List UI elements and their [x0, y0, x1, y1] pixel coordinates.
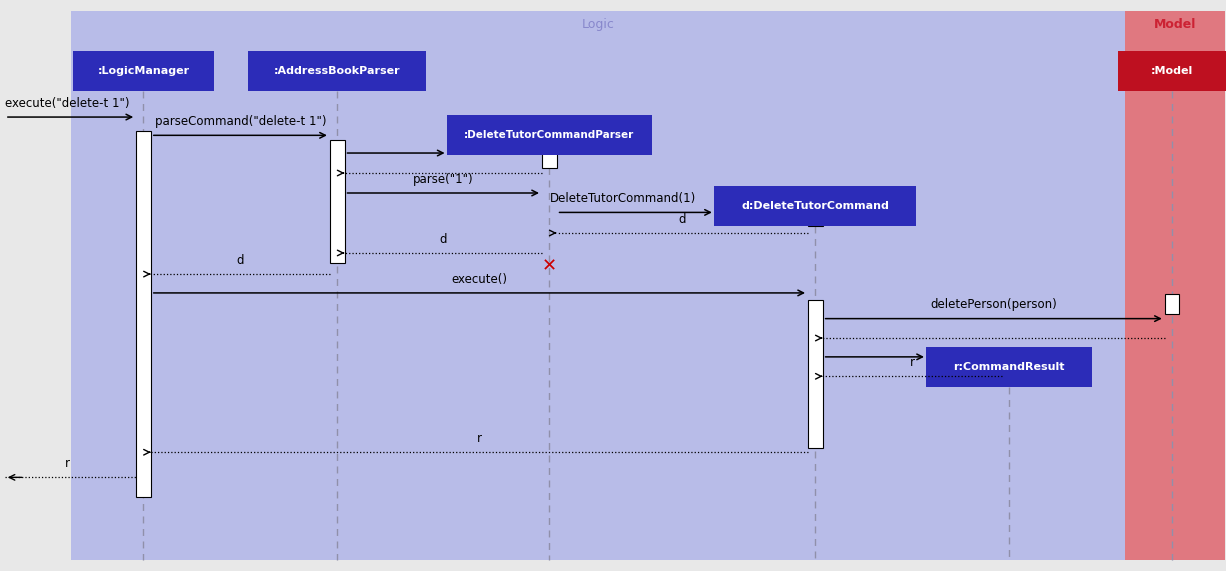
FancyBboxPatch shape [1118, 51, 1226, 91]
FancyBboxPatch shape [714, 186, 917, 226]
Text: d: d [439, 232, 447, 246]
Text: :Model: :Model [1151, 66, 1193, 77]
FancyBboxPatch shape [808, 300, 823, 448]
Text: execute(): execute() [451, 272, 508, 286]
Text: r: r [910, 356, 915, 369]
Text: DeleteTutorCommand(1): DeleteTutorCommand(1) [550, 192, 696, 205]
FancyBboxPatch shape [1002, 352, 1016, 372]
Text: :DeleteTutorCommandParser: :DeleteTutorCommandParser [465, 130, 634, 140]
FancyBboxPatch shape [330, 140, 345, 263]
FancyBboxPatch shape [927, 347, 1091, 387]
FancyBboxPatch shape [248, 51, 427, 91]
FancyBboxPatch shape [542, 148, 557, 168]
FancyBboxPatch shape [808, 208, 823, 226]
Text: r:CommandResult: r:CommandResult [954, 361, 1064, 372]
Text: Model: Model [1154, 18, 1197, 31]
Text: ✕: ✕ [542, 257, 557, 275]
Text: parseCommand("delete-t 1"): parseCommand("delete-t 1") [154, 115, 326, 128]
Text: parse("1"): parse("1") [413, 172, 473, 186]
Text: :LogicManager: :LogicManager [97, 66, 190, 77]
Text: r: r [65, 457, 70, 470]
Text: d: d [678, 212, 687, 226]
Text: d:DeleteTutorCommand: d:DeleteTutorCommand [742, 200, 889, 211]
FancyBboxPatch shape [1165, 294, 1179, 314]
Text: r: r [477, 432, 482, 445]
Text: Logic: Logic [582, 18, 614, 31]
FancyBboxPatch shape [447, 115, 652, 155]
FancyBboxPatch shape [74, 51, 215, 91]
Text: d: d [237, 254, 244, 267]
Text: execute("delete-t 1"): execute("delete-t 1") [5, 96, 130, 110]
FancyBboxPatch shape [136, 131, 151, 497]
Bar [1125, 11, 1225, 560]
Text: deletePerson(person): deletePerson(person) [931, 298, 1057, 311]
Text: :AddressBookParser: :AddressBookParser [273, 66, 401, 77]
